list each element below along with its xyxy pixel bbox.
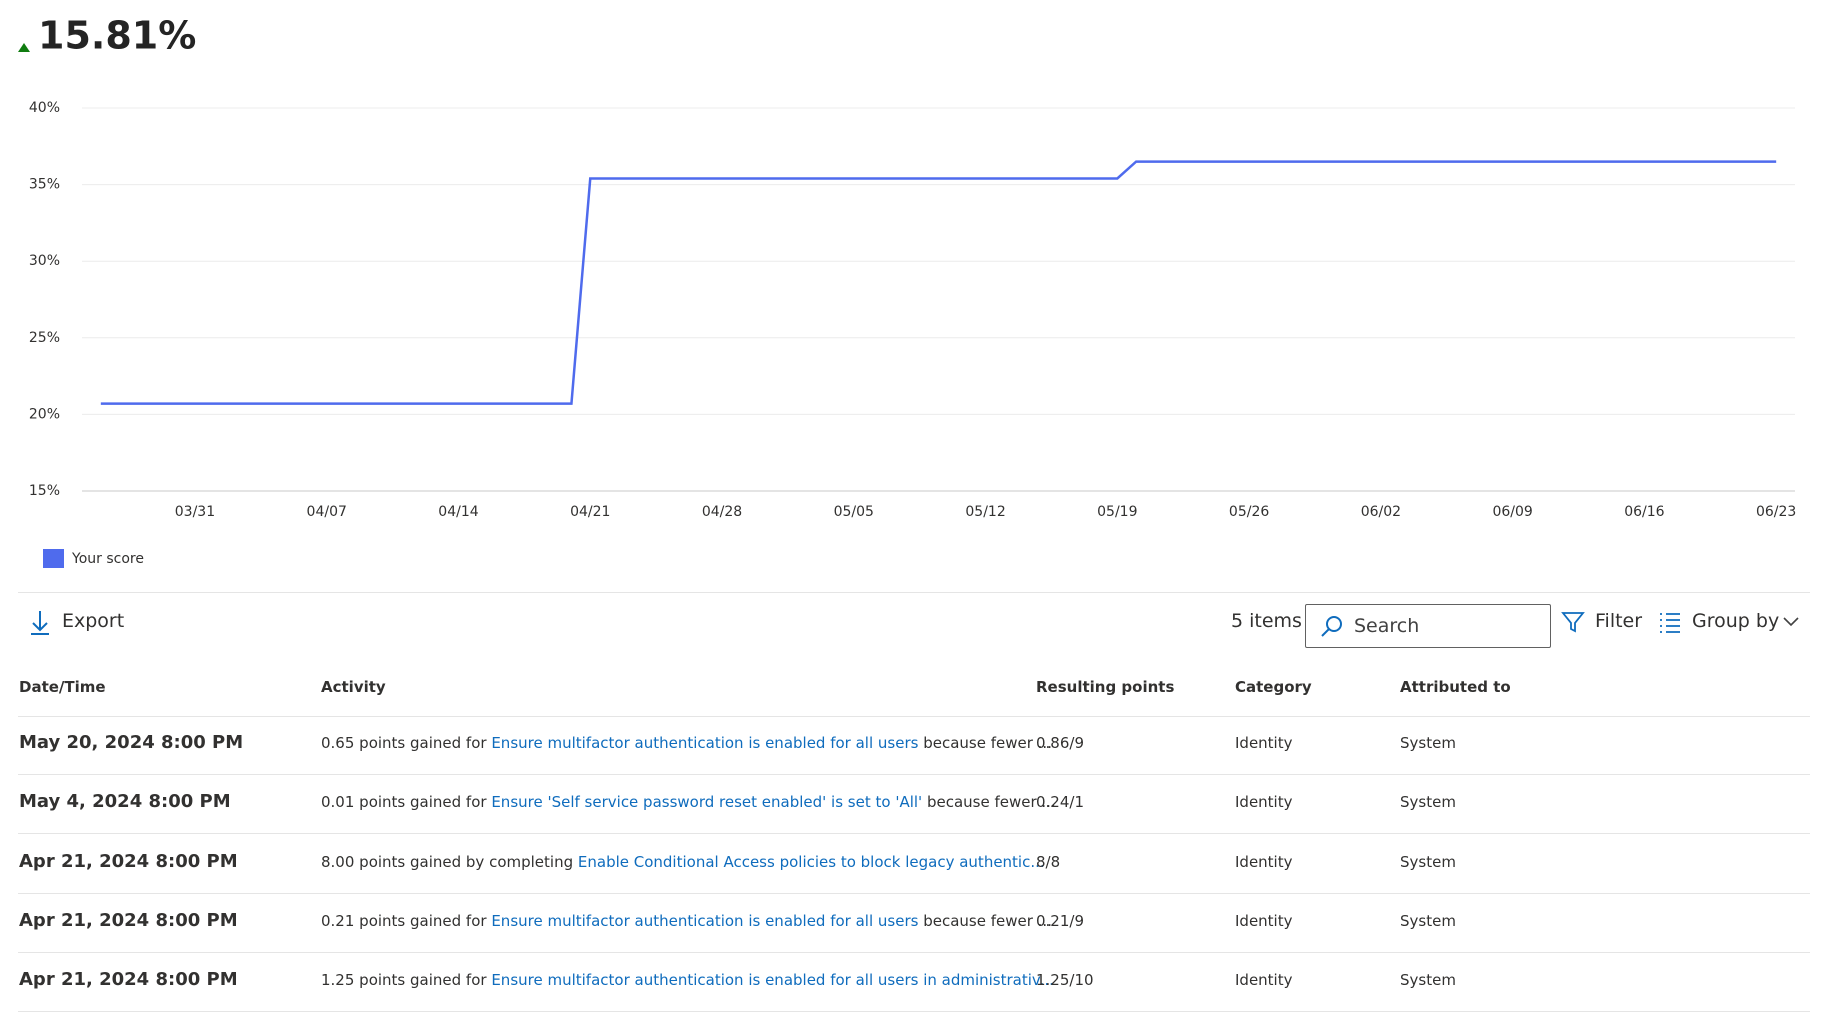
attributed-cell: System xyxy=(1400,911,1456,930)
chevron[interactable] xyxy=(1782,614,1800,630)
activity-link[interactable]: Ensure 'Self service password reset enab… xyxy=(491,793,923,812)
activity-cell: 0.65 points gained for Ensure multifacto… xyxy=(321,734,1052,752)
score: 15.81% xyxy=(38,14,196,58)
activity-suffix: because fewer ... xyxy=(923,911,1052,930)
row-separator xyxy=(18,892,1810,894)
points-cell: 8/8 xyxy=(1036,852,1061,871)
search-placeholder: Search xyxy=(1354,615,1420,637)
group-icon[interactable] xyxy=(1657,610,1683,636)
category-cell: Identity xyxy=(1235,971,1293,990)
attributed-cell: System xyxy=(1400,971,1456,990)
category-cell: Identity xyxy=(1235,793,1293,812)
date-cell: May 20, 2024 8:00 PM xyxy=(19,732,244,753)
activity-prefix: 8.00 points gained by completing xyxy=(321,852,574,871)
score-line xyxy=(100,160,1777,405)
search-box[interactable]: Search xyxy=(1305,604,1551,648)
export-icon[interactable] xyxy=(28,608,54,636)
column-header: Category xyxy=(1235,678,1312,696)
x-tick-label: 06/16 xyxy=(1624,504,1664,520)
separator xyxy=(18,592,1810,593)
points-cell: 0.21/9 xyxy=(1036,911,1084,930)
x-tick-label: 04/07 xyxy=(307,504,347,520)
search-icon xyxy=(1321,616,1342,637)
x-tick-label: 06/02 xyxy=(1361,504,1401,520)
y-tick-label: 25% xyxy=(29,330,60,346)
points-cell: 1.25/10 xyxy=(1036,971,1094,990)
row-separator xyxy=(18,716,1810,717)
activity-prefix: 0.21 points gained for xyxy=(321,911,487,930)
export-button[interactable]: Export xyxy=(62,610,125,632)
x-tick-label: 06/23 xyxy=(1756,504,1796,520)
points-cell: 0.24/1 xyxy=(1036,793,1084,812)
x-tick-label: 04/14 xyxy=(438,504,478,520)
x-tick-label: 04/21 xyxy=(570,504,610,520)
activity-link[interactable]: Ensure multifactor authentication is ena… xyxy=(491,734,919,752)
activity-prefix: 0.01 points gained for xyxy=(321,793,487,812)
y-tick-label: 20% xyxy=(29,406,60,422)
column-header: Attributed to xyxy=(1400,678,1511,696)
y-tick-label: 15% xyxy=(29,483,60,499)
legend-swatch xyxy=(43,549,64,568)
activity-prefix: 1.25 points gained for xyxy=(321,971,487,990)
group-button[interactable]: Group by xyxy=(1692,610,1780,632)
attributed-cell: System xyxy=(1400,852,1456,871)
row-separator xyxy=(18,833,1810,835)
activity-cell: 8.00 points gained by completing Enable … xyxy=(321,853,1045,871)
activity-link[interactable]: Enable Conditional Access policies to bl… xyxy=(577,852,1045,871)
x-tick-label: 04/28 xyxy=(702,504,742,520)
x-tick-label: 05/05 xyxy=(834,504,874,520)
activity-suffix: because fewer ... xyxy=(923,734,1052,752)
attributed-cell: System xyxy=(1400,793,1456,812)
column-header: Resulting points xyxy=(1036,678,1175,696)
points-cell: 0.86/9 xyxy=(1036,734,1084,752)
row-separator xyxy=(18,951,1810,953)
x-tick-label: 06/09 xyxy=(1492,504,1532,520)
y-tick-label: 30% xyxy=(29,253,60,269)
row-separator xyxy=(18,1011,1810,1013)
x-tick-label: 05/26 xyxy=(1229,504,1269,520)
date-cell: May 4, 2024 8:00 PM xyxy=(19,791,231,813)
activity-cell: 1.25 points gained for Ensure multifacto… xyxy=(321,971,1054,989)
activity-cell: 0.01 points gained for Ensure 'Self serv… xyxy=(321,793,1056,811)
x-tick-label: 03/31 xyxy=(175,504,215,520)
filter-button[interactable]: Filter xyxy=(1595,610,1643,632)
row-separator xyxy=(18,774,1810,775)
y-tick-label: 35% xyxy=(29,177,60,193)
legend-label: Your score xyxy=(71,551,144,567)
category-cell: Identity xyxy=(1235,734,1293,752)
date-cell: Apr 21, 2024 8:00 PM xyxy=(19,969,238,991)
column-header: Date/Time xyxy=(19,678,106,696)
x-tick-label: 05/12 xyxy=(965,504,1005,520)
attributed-cell: System xyxy=(1400,734,1456,752)
item-count: 5 items xyxy=(1231,610,1302,632)
activity-cell: 0.21 points gained for Ensure multifacto… xyxy=(321,912,1052,930)
activity-link[interactable]: Ensure multifactor authentication is ena… xyxy=(491,911,919,930)
date-cell: Apr 21, 2024 8:00 PM xyxy=(19,909,238,931)
x-tick-label: 05/19 xyxy=(1097,504,1137,520)
category-cell: Identity xyxy=(1235,911,1293,930)
chart: 15.81% 15% 20% 25% 30% 35% 40% 03/31 04/07 04/14… xyxy=(18,14,1796,568)
activity-prefix: 0.65 points gained for xyxy=(321,734,487,752)
up-arrow xyxy=(18,43,30,52)
activity-link[interactable]: Ensure multifactor authentication is ena… xyxy=(491,971,1054,990)
y-tick-label: 40% xyxy=(29,100,60,116)
activity-suffix: because fewer ... xyxy=(926,793,1056,812)
column-header: Activity xyxy=(321,678,386,696)
date-cell: Apr 21, 2024 8:00 PM xyxy=(19,850,238,872)
category-cell: Identity xyxy=(1235,852,1293,871)
filter-icon[interactable] xyxy=(1561,610,1587,636)
